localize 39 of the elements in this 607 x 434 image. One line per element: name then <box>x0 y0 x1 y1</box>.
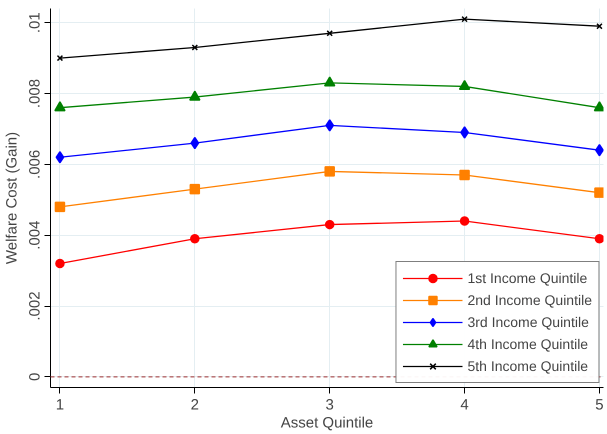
point <box>190 184 200 194</box>
point <box>325 119 334 132</box>
y-tick-label: .01 <box>26 12 44 34</box>
point <box>56 54 64 62</box>
x-tick-label: 1 <box>56 396 64 414</box>
legend-label: 5th Income Quintile <box>467 357 588 375</box>
point <box>324 220 334 230</box>
point <box>54 202 66 212</box>
point <box>192 44 198 51</box>
point <box>54 101 66 112</box>
point <box>458 80 470 90</box>
y-tick-label: .002 <box>26 291 44 321</box>
y-tick-label: .008 <box>26 78 44 108</box>
point <box>459 170 470 180</box>
y-tick-label: .006 <box>26 150 44 179</box>
point <box>596 22 603 30</box>
point <box>55 258 65 268</box>
point <box>324 76 336 87</box>
point <box>326 30 333 37</box>
point <box>594 234 604 244</box>
x-tick-label: 4 <box>460 396 469 414</box>
x-tick-label: 5 <box>595 396 604 414</box>
y-axis-title: Welfare Cost (Gain) <box>4 132 20 264</box>
y-tick-label: 0 <box>26 372 44 382</box>
y-tick-label: .004 <box>26 220 44 250</box>
legend-label: 2nd Income Quintile <box>467 291 592 309</box>
x-axis-title: Asset Quintile <box>280 414 374 432</box>
point <box>460 216 470 226</box>
point <box>190 136 200 150</box>
point <box>189 90 201 101</box>
legend-label: 4th Income Quintile <box>467 335 588 353</box>
x-tick-label: 2 <box>190 396 199 414</box>
point <box>594 187 604 198</box>
point <box>461 16 468 22</box>
x-tick-label: 3 <box>326 396 334 414</box>
legend-label: 1st Income Quintile <box>467 269 588 287</box>
point <box>190 234 200 244</box>
legend-label: 3rd Income Quintile <box>467 313 589 331</box>
point <box>324 166 335 177</box>
